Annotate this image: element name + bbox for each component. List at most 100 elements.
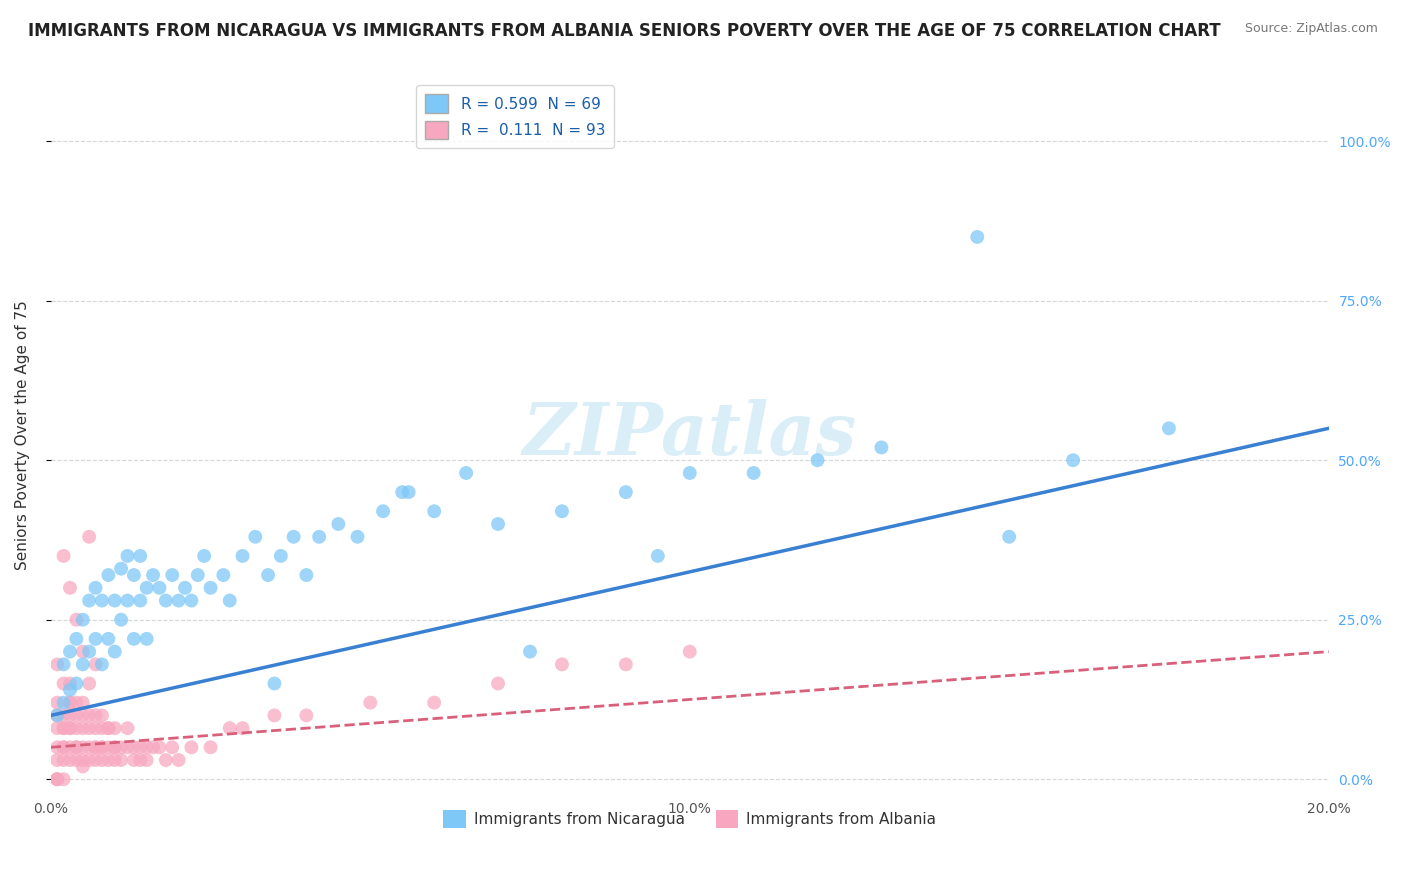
Point — [77, 708, 100, 723]
Point — [486, 676, 509, 690]
Point — [84, 740, 107, 755]
Point — [46, 772, 69, 787]
Point — [59, 645, 82, 659]
Point — [97, 721, 120, 735]
Point — [65, 740, 87, 755]
Point — [52, 721, 75, 735]
Point — [104, 753, 127, 767]
Point — [77, 676, 100, 690]
Point — [742, 466, 765, 480]
Point — [998, 530, 1021, 544]
Point — [59, 696, 82, 710]
Point — [46, 772, 69, 787]
Point — [167, 753, 190, 767]
Point — [84, 753, 107, 767]
Point — [1157, 421, 1180, 435]
Point — [148, 581, 170, 595]
Point — [679, 466, 702, 480]
Point — [59, 696, 82, 710]
Point — [231, 721, 253, 735]
Point — [91, 740, 114, 755]
Point — [59, 753, 82, 767]
Point — [52, 657, 75, 672]
Point — [59, 721, 82, 735]
Point — [346, 530, 368, 544]
Point — [77, 645, 100, 659]
Point — [122, 568, 145, 582]
Point — [72, 759, 94, 773]
Point — [110, 740, 132, 755]
Point — [160, 740, 183, 755]
Point — [72, 740, 94, 755]
Point — [263, 676, 285, 690]
Point — [91, 657, 114, 672]
Point — [84, 632, 107, 646]
Point — [65, 721, 87, 735]
Point — [295, 568, 318, 582]
Point — [129, 740, 152, 755]
Point — [117, 721, 139, 735]
Point — [72, 645, 94, 659]
Point — [295, 708, 318, 723]
Point — [65, 676, 87, 690]
Point — [97, 740, 120, 755]
Point — [135, 581, 157, 595]
Point — [84, 721, 107, 735]
Point — [806, 453, 828, 467]
Point — [46, 708, 69, 723]
Point — [614, 657, 637, 672]
Point — [97, 632, 120, 646]
Point — [551, 504, 574, 518]
Point — [52, 708, 75, 723]
Text: ZIPatlas: ZIPatlas — [523, 400, 856, 470]
Point — [65, 632, 87, 646]
Point — [52, 549, 75, 563]
Point — [200, 581, 222, 595]
Point — [155, 753, 177, 767]
Point — [263, 708, 285, 723]
Point — [77, 721, 100, 735]
Point — [679, 645, 702, 659]
Point — [122, 753, 145, 767]
Point — [46, 772, 69, 787]
Point — [52, 721, 75, 735]
Point — [84, 740, 107, 755]
Point — [218, 721, 240, 735]
Point — [77, 593, 100, 607]
Point — [91, 708, 114, 723]
Point — [104, 740, 127, 755]
Text: Source: ZipAtlas.com: Source: ZipAtlas.com — [1244, 22, 1378, 36]
Point — [91, 593, 114, 607]
Text: IMMIGRANTS FROM NICARAGUA VS IMMIGRANTS FROM ALBANIA SENIORS POVERTY OVER THE AG: IMMIGRANTS FROM NICARAGUA VS IMMIGRANTS … — [28, 22, 1220, 40]
Point — [966, 230, 988, 244]
Point — [129, 549, 152, 563]
Point — [270, 549, 292, 563]
Point — [84, 657, 107, 672]
Point — [110, 753, 132, 767]
Point — [77, 740, 100, 755]
Point — [180, 593, 202, 607]
Point — [52, 740, 75, 755]
Point — [870, 441, 893, 455]
Point — [97, 753, 120, 767]
Point — [59, 721, 82, 735]
Point — [59, 682, 82, 697]
Point — [59, 708, 82, 723]
Point — [142, 568, 165, 582]
Point — [328, 516, 350, 531]
Point — [129, 753, 152, 767]
Point — [135, 753, 157, 767]
Point — [371, 504, 394, 518]
Point — [423, 696, 446, 710]
Point — [174, 581, 197, 595]
Point — [72, 657, 94, 672]
Point — [122, 632, 145, 646]
Point — [135, 740, 157, 755]
Point — [46, 753, 69, 767]
Point — [148, 740, 170, 755]
Point — [519, 645, 541, 659]
Point — [614, 485, 637, 500]
Point — [155, 593, 177, 607]
Point — [104, 740, 127, 755]
Point — [647, 549, 669, 563]
